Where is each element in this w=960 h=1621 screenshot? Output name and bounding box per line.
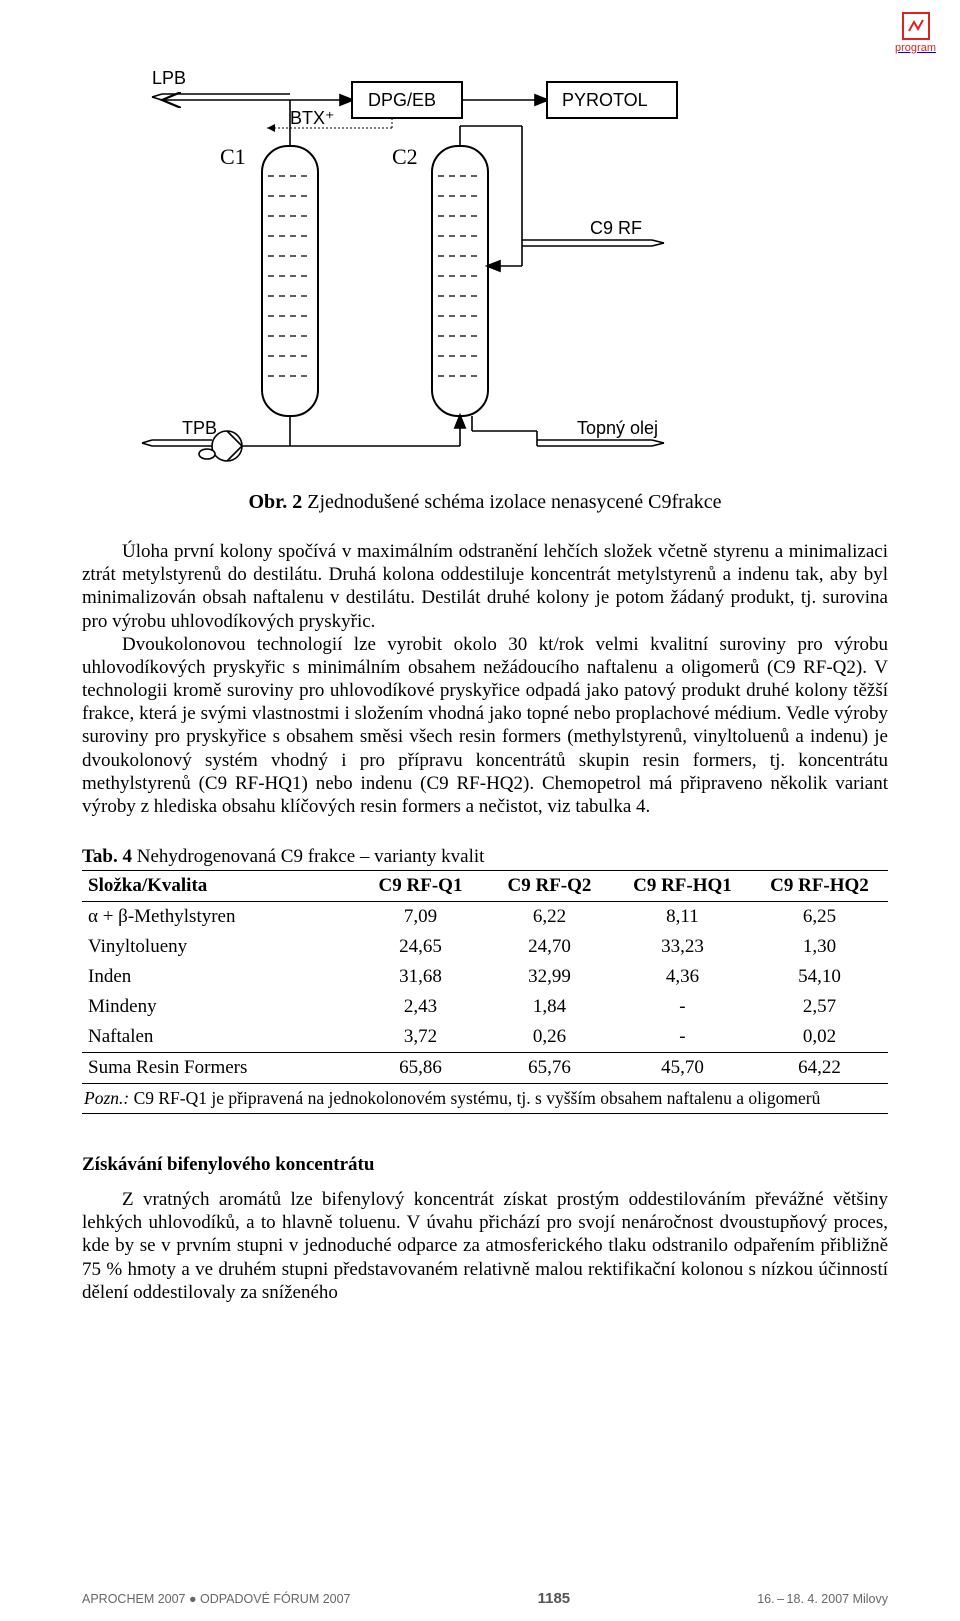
- program-icon: [902, 12, 930, 40]
- footer-left: APROCHEM 2007 ● ODPADOVÉ FÓRUM 2007: [82, 1592, 351, 1606]
- figure-diagram: .lbl { font-family: Arial, sans-serif; f…: [92, 66, 732, 481]
- label-tpb: TPB: [182, 418, 217, 438]
- page: program .lbl { font-family: Arial, sans-…: [0, 0, 960, 1621]
- label-topny: Topný olej: [577, 418, 658, 438]
- paragraph-1: Úloha první kolony spočívá v maximálním …: [82, 540, 888, 818]
- subheading-bifenyl: Získávání bifenylového koncentrátu: [82, 1154, 888, 1176]
- table-c9-variants: Složka/Kvalita C9 RF-Q1 C9 RF-Q2 C9 RF-H…: [82, 870, 888, 1114]
- label-c2: C2: [392, 144, 418, 169]
- table-note-row: Pozn.: C9 RF-Q1 je připravená na jednoko…: [82, 1084, 888, 1114]
- table-header-row: Složka/Kvalita C9 RF-Q1 C9 RF-Q2 C9 RF-H…: [82, 871, 888, 902]
- label-pyrotol: PYROTOL: [562, 90, 648, 110]
- table-row: Mindeny2,431,84-2,57: [82, 992, 888, 1022]
- table-sum-row: Suma Resin Formers 65,86 65,76 45,70 64,…: [82, 1053, 888, 1084]
- figure-caption: Obr. 2 Zjednodušené schéma izolace nenas…: [82, 491, 888, 514]
- page-footer: APROCHEM 2007 ● ODPADOVÉ FÓRUM 2007 1185…: [82, 1590, 888, 1607]
- label-dpg: DPG/EB: [368, 90, 436, 110]
- table-title: Tab. 4 Nehydrogenovaná C9 frakce – varia…: [82, 846, 888, 868]
- label-btx: BTX⁺: [290, 108, 335, 128]
- program-label: program: [895, 42, 936, 54]
- footer-page-number: 1185: [538, 1590, 571, 1607]
- label-c1: C1: [220, 144, 246, 169]
- table-row: Vinyltolueny24,6524,7033,231,30: [82, 932, 888, 962]
- paragraph-2: Z vratných aromátů lze bifenylový koncen…: [82, 1188, 888, 1304]
- footer-right: 16. – 18. 4. 2007 Milovy: [757, 1592, 888, 1606]
- program-badge[interactable]: program: [895, 12, 936, 54]
- label-c9rf: C9 RF: [590, 218, 642, 238]
- label-lpb: LPB: [152, 68, 186, 88]
- table-row: Naftalen3,720,26-0,02: [82, 1022, 888, 1053]
- table-row: Inden31,6832,994,3654,10: [82, 962, 888, 992]
- table-row: α + β-Methylstyren7,096,228,116,25: [82, 902, 888, 933]
